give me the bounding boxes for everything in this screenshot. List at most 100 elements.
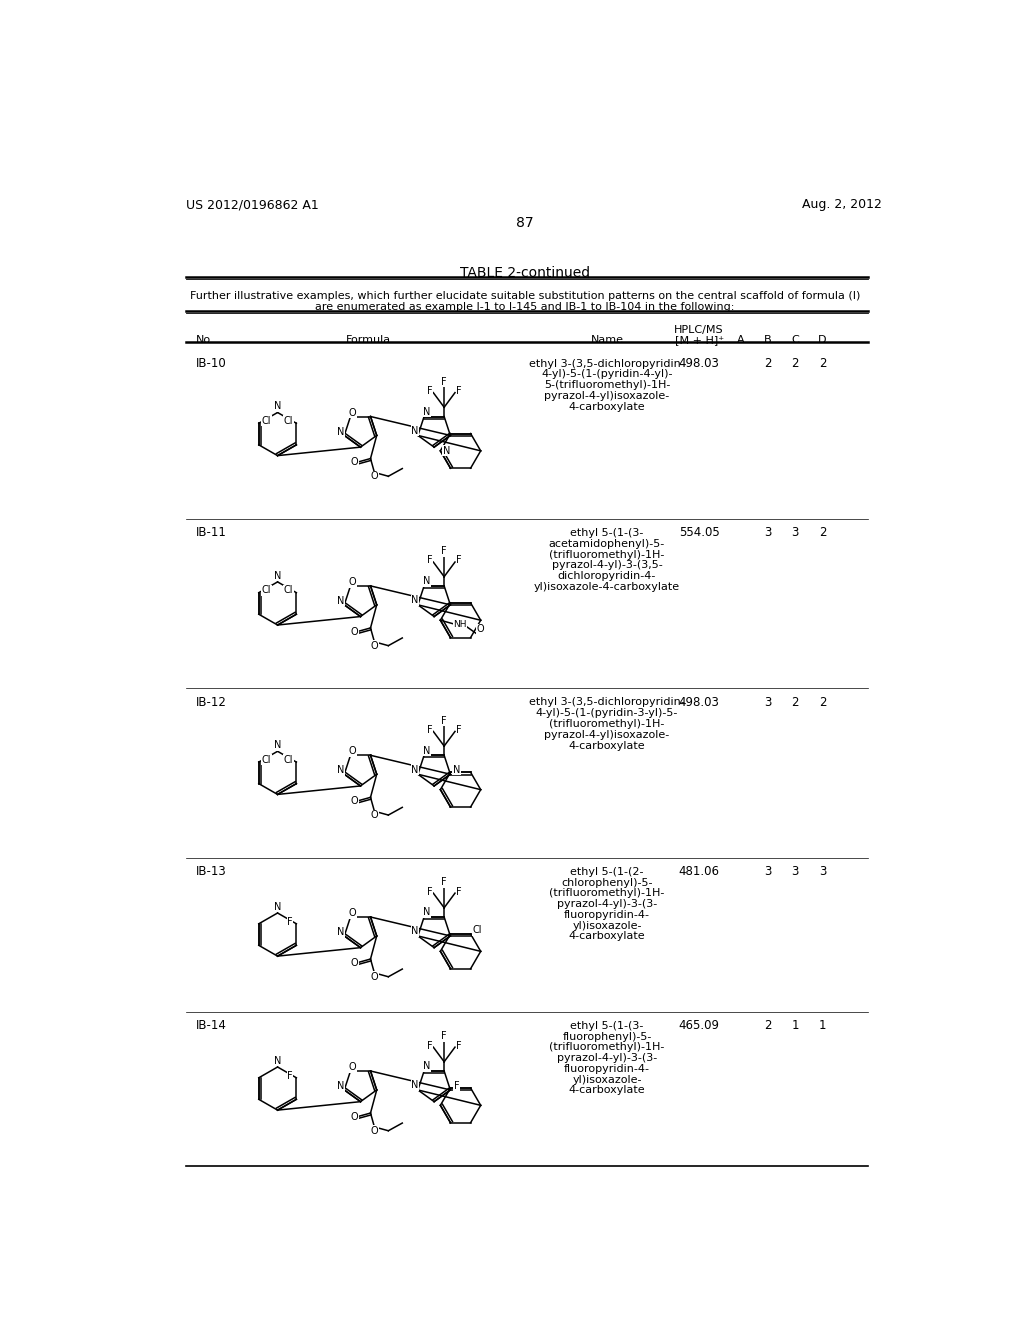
- Text: (trifluoromethyl)-1H-: (trifluoromethyl)-1H-: [549, 549, 665, 560]
- Text: 1: 1: [818, 1019, 826, 1032]
- Text: 4-carboxylate: 4-carboxylate: [568, 932, 645, 941]
- Text: dichloropyridin-4-: dichloropyridin-4-: [558, 572, 656, 581]
- Text: O: O: [350, 458, 358, 467]
- Text: N: N: [423, 577, 430, 586]
- Text: Cl: Cl: [262, 416, 271, 426]
- Text: pyrazol-4-yl)-3-(3-: pyrazol-4-yl)-3-(3-: [557, 899, 657, 909]
- Text: (trifluoromethyl)-1H-: (trifluoromethyl)-1H-: [549, 1043, 665, 1052]
- Text: F: F: [441, 1031, 446, 1041]
- Text: (trifluoromethyl)-1H-: (trifluoromethyl)-1H-: [549, 888, 665, 899]
- Text: 554.05: 554.05: [679, 527, 720, 540]
- Text: N: N: [338, 766, 345, 775]
- Text: F: F: [427, 385, 432, 396]
- Text: are enumerated as example I-1 to I-145 and IB-1 to IB-104 in the following:: are enumerated as example I-1 to I-145 a…: [315, 302, 734, 312]
- Text: Cl: Cl: [472, 925, 481, 935]
- Text: IB-10: IB-10: [197, 358, 227, 370]
- Text: O: O: [350, 627, 358, 636]
- Text: ethyl 3-(3,5-dichloropyridin-: ethyl 3-(3,5-dichloropyridin-: [529, 697, 685, 708]
- Text: O: O: [350, 1111, 358, 1122]
- Text: N: N: [338, 426, 345, 437]
- Text: F: F: [456, 385, 462, 396]
- Text: N: N: [443, 446, 451, 455]
- Text: N: N: [338, 927, 345, 937]
- Text: 87: 87: [516, 216, 534, 230]
- Text: N: N: [338, 597, 345, 606]
- Text: O: O: [349, 1063, 356, 1072]
- Text: 3: 3: [765, 866, 772, 878]
- Text: B: B: [764, 335, 772, 345]
- Text: 3: 3: [765, 696, 772, 709]
- Text: N: N: [273, 741, 282, 750]
- Text: N: N: [453, 766, 461, 775]
- Text: yl)isoxazole-: yl)isoxazole-: [572, 1074, 642, 1085]
- Text: N: N: [273, 902, 282, 912]
- Text: O: O: [350, 796, 358, 807]
- Text: F: F: [288, 1072, 293, 1081]
- Text: N: N: [338, 1081, 345, 1092]
- Text: TABLE 2-continued: TABLE 2-continued: [460, 267, 590, 280]
- Text: 498.03: 498.03: [679, 696, 720, 709]
- Text: O: O: [349, 577, 356, 587]
- Text: yl)isoxazole-: yl)isoxazole-: [572, 921, 642, 931]
- Text: yl)isoxazole-4-carboxylate: yl)isoxazole-4-carboxylate: [534, 582, 680, 591]
- Text: Further illustrative examples, which further elucidate suitable substitution pat: Further illustrative examples, which fur…: [189, 290, 860, 301]
- Text: 2: 2: [818, 696, 826, 709]
- Text: 481.06: 481.06: [679, 866, 720, 878]
- Text: 4-carboxylate: 4-carboxylate: [568, 1085, 645, 1096]
- Text: F: F: [441, 376, 446, 387]
- Text: N: N: [273, 570, 282, 581]
- Text: 3: 3: [792, 527, 799, 540]
- Text: 5-(trifluoromethyl)-1H-: 5-(trifluoromethyl)-1H-: [544, 380, 670, 391]
- Text: N: N: [273, 1056, 282, 1065]
- Text: NH: NH: [453, 619, 467, 628]
- Text: ethyl 5-(1-(2-: ethyl 5-(1-(2-: [570, 867, 644, 876]
- Text: F: F: [441, 878, 446, 887]
- Text: 3: 3: [819, 866, 826, 878]
- Text: O: O: [371, 471, 378, 482]
- Text: Cl: Cl: [284, 416, 293, 426]
- Text: Cl: Cl: [262, 755, 271, 764]
- Text: IB-13: IB-13: [197, 866, 227, 878]
- Text: IB-12: IB-12: [197, 696, 227, 709]
- Text: Cl: Cl: [262, 585, 271, 595]
- Text: IB-11: IB-11: [197, 527, 227, 540]
- Text: F: F: [427, 1040, 432, 1051]
- Text: F: F: [441, 715, 446, 726]
- Text: F: F: [456, 887, 462, 896]
- Text: 498.03: 498.03: [679, 358, 720, 370]
- Text: F: F: [288, 917, 293, 927]
- Text: 2: 2: [792, 696, 799, 709]
- Text: 4-yl)-5-(1-(pyridin-4-yl)-: 4-yl)-5-(1-(pyridin-4-yl)-: [542, 370, 673, 379]
- Text: acetamidophenyl)-5-: acetamidophenyl)-5-: [549, 539, 665, 549]
- Text: 2: 2: [764, 1019, 772, 1032]
- Text: O: O: [349, 408, 356, 417]
- Text: O: O: [371, 810, 378, 820]
- Text: O: O: [476, 624, 483, 635]
- Text: F: F: [427, 887, 432, 896]
- Text: N: N: [423, 1061, 430, 1072]
- Text: N: N: [423, 407, 430, 417]
- Text: 3: 3: [792, 866, 799, 878]
- Text: F: F: [456, 725, 462, 735]
- Text: N: N: [411, 595, 419, 606]
- Text: 2: 2: [818, 358, 826, 370]
- Text: pyrazol-4-yl)-3-(3-: pyrazol-4-yl)-3-(3-: [557, 1053, 657, 1063]
- Text: O: O: [349, 746, 356, 756]
- Text: ethyl 3-(3,5-dichloropyridin-: ethyl 3-(3,5-dichloropyridin-: [529, 359, 685, 368]
- Text: 2: 2: [818, 527, 826, 540]
- Text: C: C: [792, 335, 799, 345]
- Text: 465.09: 465.09: [679, 1019, 720, 1032]
- Text: O: O: [371, 1126, 378, 1135]
- Text: 2: 2: [764, 358, 772, 370]
- Text: F: F: [456, 556, 462, 565]
- Text: F: F: [441, 546, 446, 556]
- Text: N: N: [411, 426, 419, 436]
- Text: F: F: [427, 556, 432, 565]
- Text: N: N: [411, 1080, 419, 1090]
- Text: F: F: [427, 725, 432, 735]
- Text: N: N: [411, 927, 419, 936]
- Text: 3: 3: [765, 527, 772, 540]
- Text: 4-carboxylate: 4-carboxylate: [568, 741, 645, 751]
- Text: 4-yl)-5-(1-(pyridin-3-yl)-5-: 4-yl)-5-(1-(pyridin-3-yl)-5-: [536, 708, 678, 718]
- Text: F: F: [456, 1040, 462, 1051]
